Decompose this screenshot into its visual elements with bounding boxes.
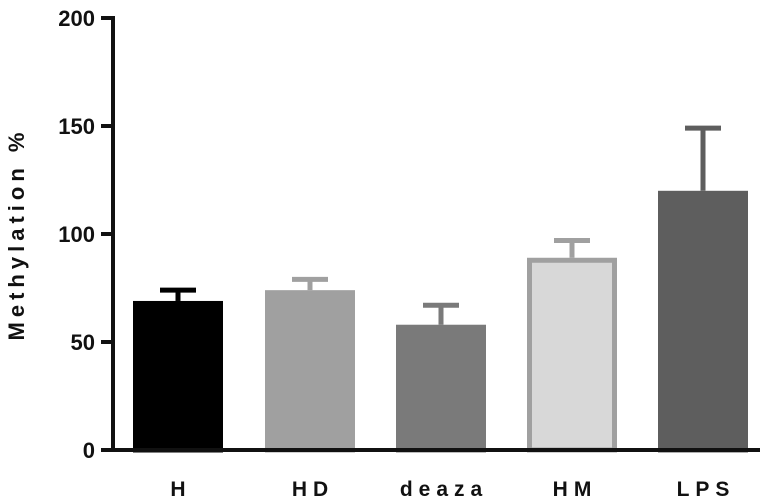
x-category-label: LPS xyxy=(677,478,736,501)
bars-layer xyxy=(136,128,746,450)
bar-deaza xyxy=(399,327,484,450)
x-category-labels: H HD deaza HM LPS xyxy=(170,478,735,501)
bar-h xyxy=(136,303,221,450)
y-axis-title: Methylation % xyxy=(4,128,29,341)
y-ticks-layer: 0 50 100 150 200 xyxy=(58,6,113,463)
y-tick-label: 50 xyxy=(71,330,95,355)
y-tick-label: 200 xyxy=(58,6,95,31)
bar-hm xyxy=(530,260,615,450)
x-category-label: HM xyxy=(553,478,598,501)
y-tick-label: 100 xyxy=(58,222,95,247)
y-tick-label: 0 xyxy=(83,438,95,463)
x-category-label: deaza xyxy=(400,478,488,501)
bar-hd xyxy=(268,293,353,450)
bar-lps xyxy=(661,193,746,450)
x-category-label: H xyxy=(170,478,191,501)
y-tick-label: 150 xyxy=(58,114,95,139)
x-category-label: HD xyxy=(292,478,334,501)
